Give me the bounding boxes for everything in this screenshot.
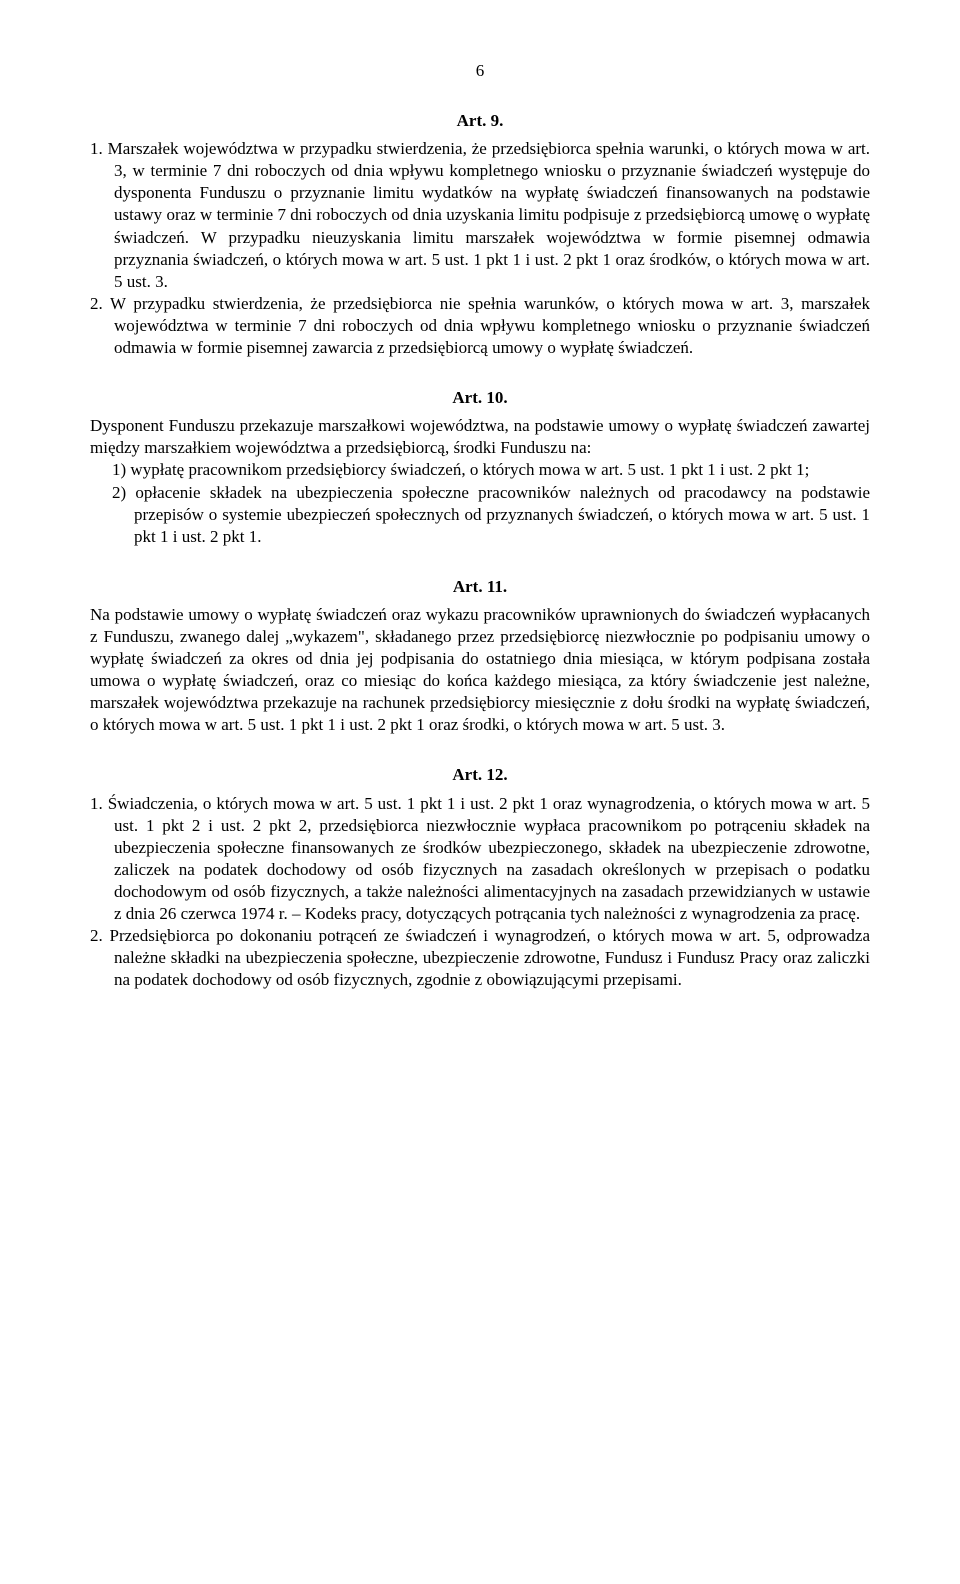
art9-p1: 1. Marszałek województwa w przypadku stw… bbox=[90, 138, 870, 293]
art10-item2: 2) opłacenie składek na ubezpieczenia sp… bbox=[90, 482, 870, 548]
art11-body: Na podstawie umowy o wypłatę świadczeń o… bbox=[90, 604, 870, 737]
art9-heading: Art. 9. bbox=[90, 110, 870, 132]
art9-p2: 2. W przypadku stwierdzenia, że przedsię… bbox=[90, 293, 870, 359]
art10-intro: Dysponent Funduszu przekazuje marszałkow… bbox=[90, 415, 870, 459]
art11-heading: Art. 11. bbox=[90, 576, 870, 598]
art12-p2: 2. Przedsiębiorca po dokonaniu potrąceń … bbox=[90, 925, 870, 991]
art10-heading: Art. 10. bbox=[90, 387, 870, 409]
art12-heading: Art. 12. bbox=[90, 764, 870, 786]
art12-p1: 1. Świadczenia, o których mowa w art. 5 … bbox=[90, 793, 870, 926]
page-number: 6 bbox=[90, 60, 870, 82]
art10-item1: 1) wypłatę pracownikom przedsiębiorcy św… bbox=[90, 459, 870, 481]
